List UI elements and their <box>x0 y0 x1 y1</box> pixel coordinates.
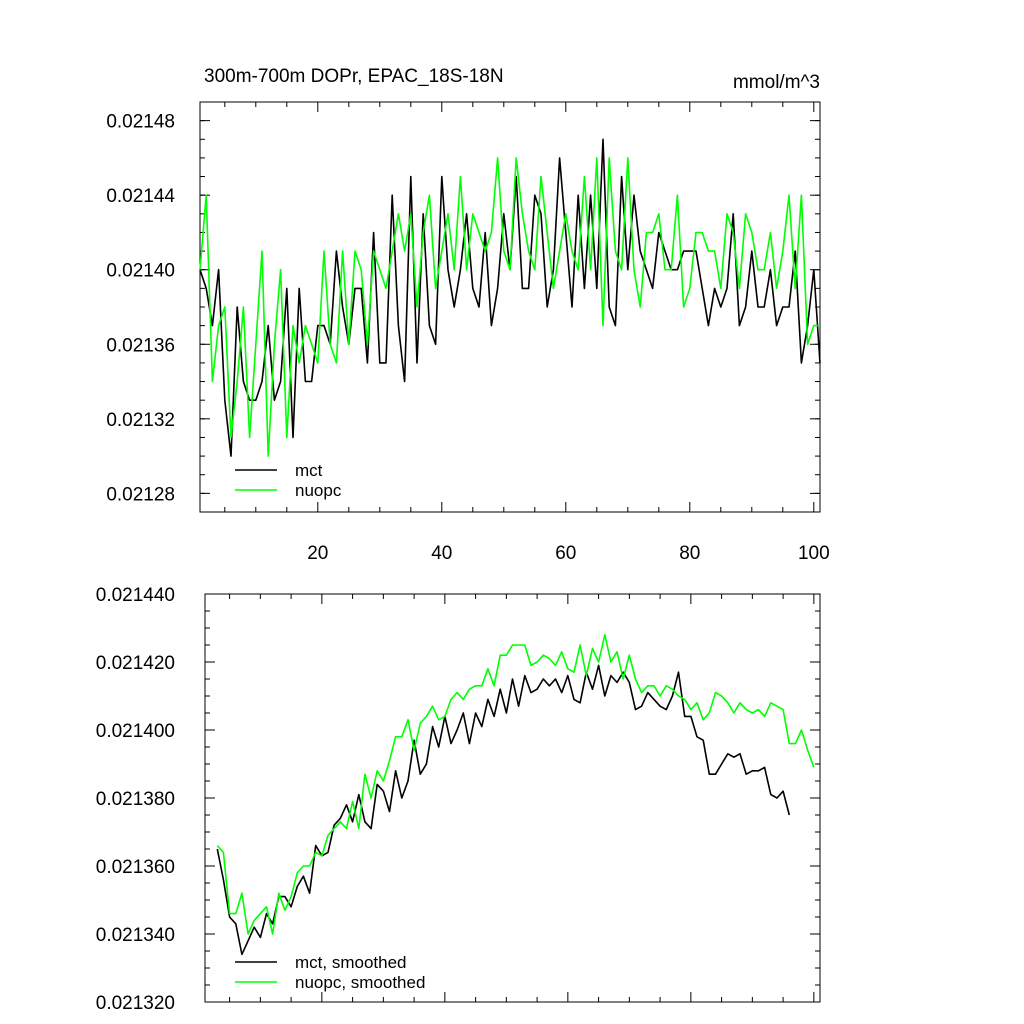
series-layer <box>216 633 815 956</box>
series-line-nuopc <box>199 157 820 457</box>
axis-ticks: 0.02128 0.02132 0.02136 0.02140 0.02144 0.021… <box>106 101 830 564</box>
y-tick-label: 0.021320 <box>96 993 175 1014</box>
y-tick-label: 0.02136 <box>106 335 175 356</box>
x-tick-label: 20 <box>307 543 328 564</box>
y-tick-label: 0.021420 <box>96 653 175 674</box>
chart-title: 300m-700m DOPr, EPAC_18S-18N <box>204 66 504 87</box>
y-tick-label: 0.02128 <box>106 484 175 505</box>
x-tick-label: 40 <box>431 543 452 564</box>
legend-entry: nuopc <box>235 481 342 500</box>
series-layer <box>199 138 821 457</box>
x-tick-label: 100 <box>798 543 830 564</box>
chart-bottom: 0.021320 0.021340 0.021360 0.021380 0.021400… <box>96 585 821 1014</box>
y-tick-label: 0.02144 <box>106 186 175 207</box>
series-line-mct-smoothed <box>216 664 791 956</box>
legend-entry: mct, smoothed <box>235 953 407 972</box>
y-tick-label: 0.021400 <box>96 721 175 742</box>
y-tick-label: 0.021380 <box>96 789 175 810</box>
legend-label: nuopc, smoothed <box>295 973 425 992</box>
chart-top: 300m-700m DOPr, EPAC_18S-18N mmol/m^3 0.… <box>106 66 829 564</box>
y-tick-label: 0.021340 <box>96 925 175 946</box>
series-line-nuopc-smoothed <box>216 633 815 935</box>
chart-units: mmol/m^3 <box>733 72 820 93</box>
axis-ticks: 0.021320 0.021340 0.021360 0.021380 0.021400… <box>96 585 820 1014</box>
y-tick-label: 0.02132 <box>106 410 175 431</box>
y-tick-label: 0.02148 <box>106 112 175 133</box>
y-tick-label: 0.021360 <box>96 857 175 878</box>
plot-frame <box>199 101 821 513</box>
legend-label: mct <box>295 461 323 480</box>
legend-entry: mct <box>235 461 323 480</box>
legend-label: mct, smoothed <box>295 953 407 972</box>
y-tick-label: 0.02140 <box>106 261 175 282</box>
y-tick-label: 0.021440 <box>96 585 175 606</box>
x-tick-label: 80 <box>679 543 700 564</box>
series-line-mct <box>199 138 821 457</box>
plot-frame <box>204 593 821 1003</box>
x-tick-label: 60 <box>555 543 576 564</box>
legend-entry: nuopc, smoothed <box>235 973 425 992</box>
legend-label: nuopc <box>295 481 342 500</box>
